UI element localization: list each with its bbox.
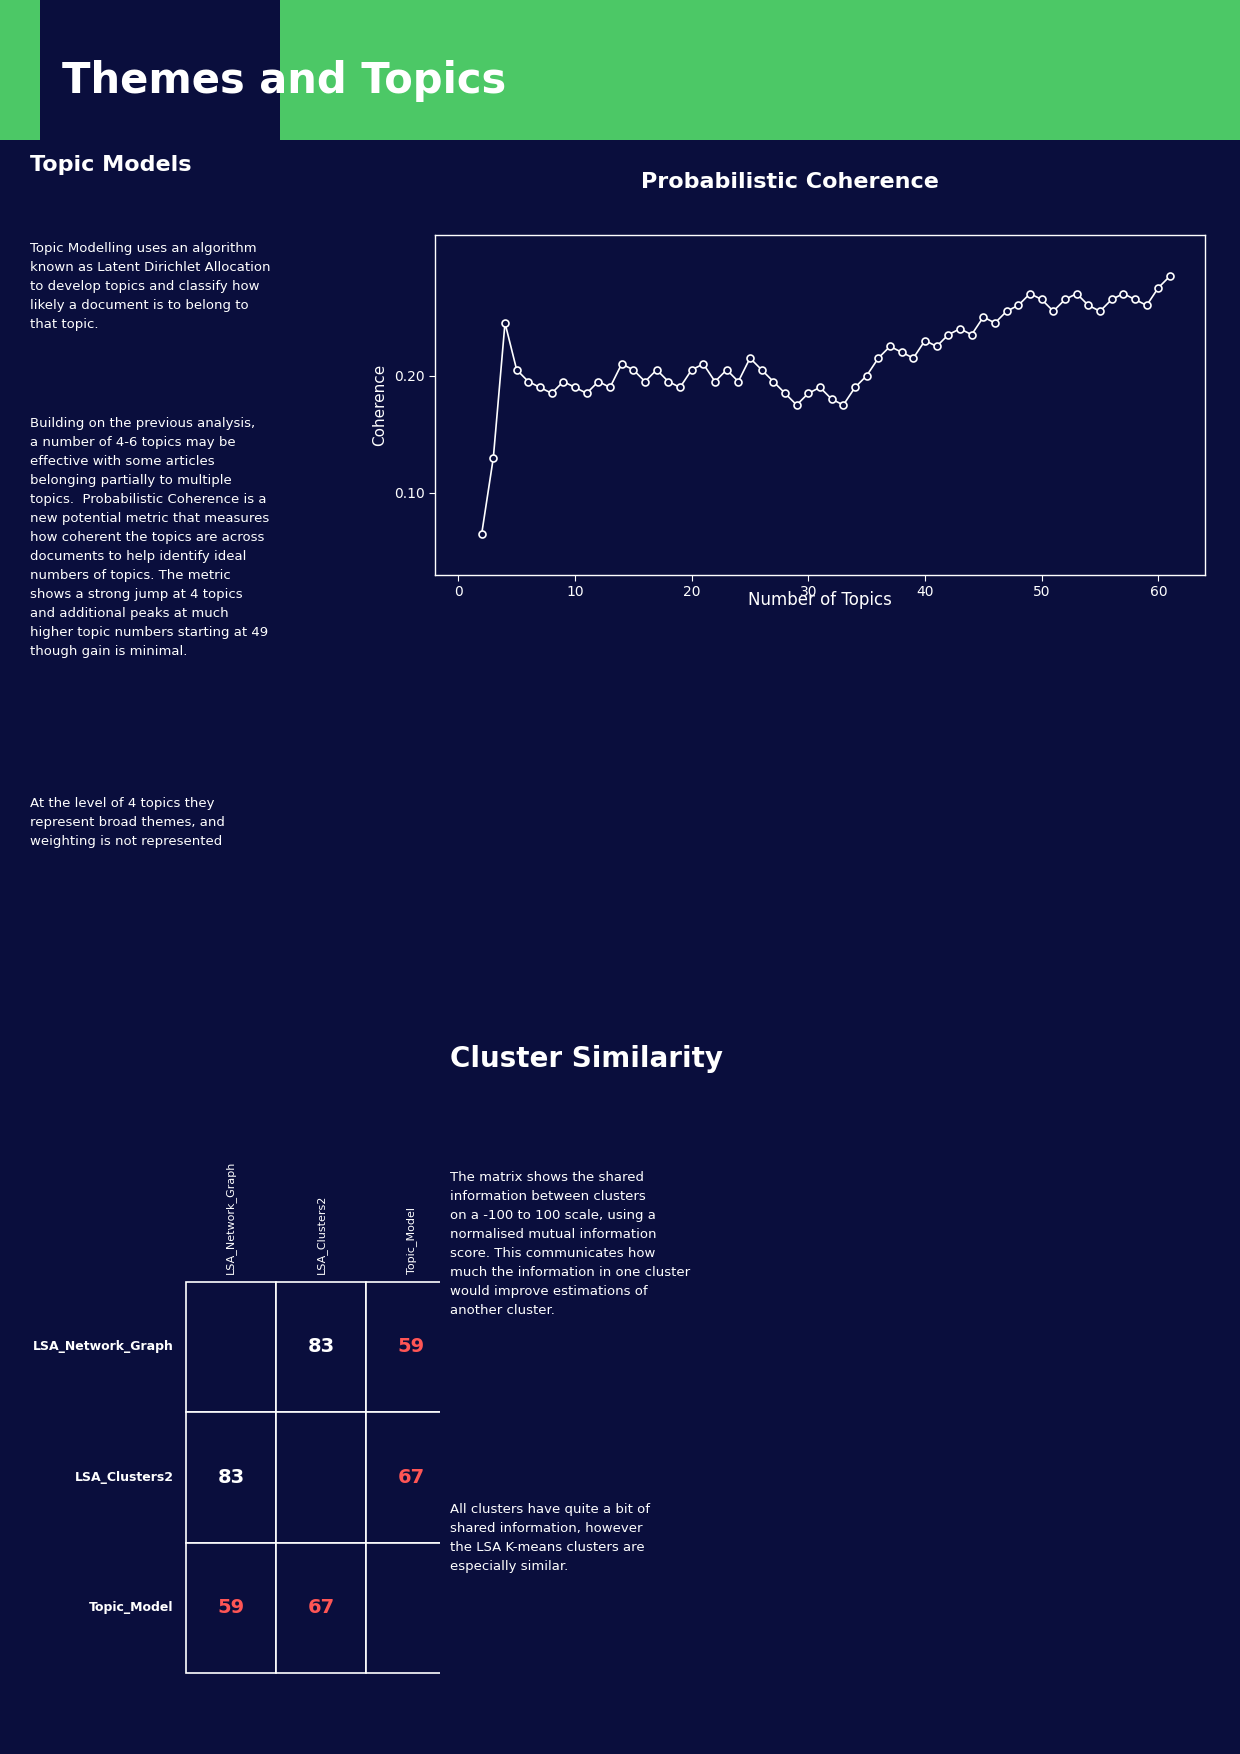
- Text: Themes and Topics: Themes and Topics: [62, 60, 506, 102]
- Text: The matrix shows the shared
information between clusters
on a -100 to 100 scale,: The matrix shows the shared information …: [450, 1172, 691, 1317]
- Text: All clusters have quite a bit of
shared information, however
the LSA K-means clu: All clusters have quite a bit of shared …: [450, 1503, 650, 1573]
- Text: LSA_Network_Graph: LSA_Network_Graph: [32, 1340, 174, 1354]
- Bar: [280, 0, 1240, 140]
- Bar: [366, 1542, 456, 1673]
- Bar: [186, 1412, 277, 1542]
- Text: Probabilistic Coherence: Probabilistic Coherence: [641, 172, 939, 193]
- Text: At the level of 4 topics they
represent broad themes, and
weighting is not repre: At the level of 4 topics they represent …: [30, 796, 224, 847]
- Text: LSA_Clusters2: LSA_Clusters2: [316, 1194, 326, 1273]
- Text: 83: 83: [217, 1468, 244, 1487]
- Text: 67: 67: [398, 1468, 425, 1487]
- Text: 59: 59: [398, 1338, 425, 1356]
- Text: Topic Modelling uses an algorithm
known as Latent Dirichlet Allocation
to develo: Topic Modelling uses an algorithm known …: [30, 242, 270, 332]
- Bar: [186, 1542, 277, 1673]
- Bar: [277, 1542, 366, 1673]
- Text: 59: 59: [217, 1598, 244, 1617]
- Text: 67: 67: [308, 1598, 335, 1617]
- Bar: [366, 1282, 456, 1412]
- Text: Topic Models: Topic Models: [30, 154, 191, 175]
- Text: Topic_Model: Topic_Model: [89, 1601, 174, 1614]
- Text: Topic_Model: Topic_Model: [405, 1207, 417, 1273]
- Bar: [366, 1412, 456, 1542]
- Text: LSA_Network_Graph: LSA_Network_Graph: [226, 1161, 237, 1273]
- Text: LSA_Clusters2: LSA_Clusters2: [74, 1472, 174, 1484]
- Bar: [0, 0, 40, 140]
- Y-axis label: Coherence: Coherence: [372, 363, 387, 446]
- Text: Number of Topics: Number of Topics: [748, 591, 892, 609]
- Text: 83: 83: [308, 1338, 335, 1356]
- Bar: [186, 1282, 277, 1412]
- Text: Building on the previous analysis,
a number of 4-6 topics may be
effective with : Building on the previous analysis, a num…: [30, 417, 269, 658]
- Bar: [277, 1282, 366, 1412]
- Text: Cluster Similarity: Cluster Similarity: [450, 1045, 723, 1073]
- Bar: [277, 1412, 366, 1542]
